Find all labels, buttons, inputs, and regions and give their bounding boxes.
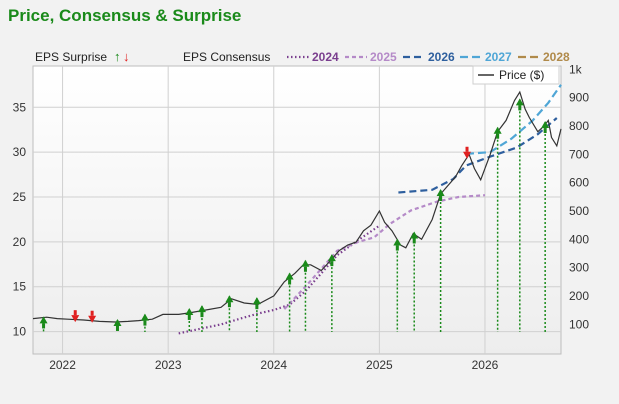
surprise-up-arrow-icon [327, 254, 336, 332]
x-tick-label: 2025 [366, 358, 393, 372]
x-tick-label: 2026 [472, 358, 499, 372]
surprise-up-arrow-icon [515, 98, 524, 332]
surprise-up-arrow-icon [39, 316, 48, 332]
legend-item-2028: 2028 [518, 50, 570, 64]
surprise-down-arrow-icon [71, 310, 80, 323]
surprise-up-arrow-icon [436, 189, 445, 332]
x-tick-label: 2024 [260, 358, 287, 372]
right-tick-label: 500 [569, 204, 589, 218]
surprise-down-arrow-icon [88, 310, 97, 323]
price-legend-box [472, 65, 560, 85]
surprise-up-arrow-icon [197, 305, 206, 332]
price-line-path [32, 90, 562, 323]
surprise-markers [39, 98, 550, 332]
plot-area [32, 65, 562, 355]
legend-series-label: 2026 [428, 50, 455, 64]
surprise-up-arrow-icon [185, 307, 194, 332]
consensus-lines [178, 84, 562, 335]
legend-down-arrow-icon: ↓ [123, 49, 130, 64]
surprise-up-arrow-icon [225, 295, 234, 332]
surprise-up-arrow-icon [113, 318, 122, 332]
left-tick-label: 15 [13, 280, 27, 294]
left-tick-label: 30 [13, 145, 27, 159]
legend-series-label: 2024 [312, 50, 339, 64]
left-tick-label: 10 [13, 325, 27, 339]
left-tick-label: 35 [13, 100, 27, 114]
legend-up-arrow-icon: ↑ [114, 49, 121, 64]
right-tick-label: 700 [569, 147, 589, 161]
right-tick-label: 200 [569, 289, 589, 303]
right-tick-label: 600 [569, 176, 589, 190]
surprise-up-arrow-icon [493, 126, 502, 332]
right-tick-label: 1k [569, 62, 583, 76]
x-tick-label: 2023 [155, 358, 182, 372]
surprise-up-arrow-icon [285, 272, 294, 332]
surprise-up-arrow-icon [301, 259, 310, 332]
surprise-up-arrow-icon [541, 121, 550, 332]
legend-series-label: 2027 [485, 50, 512, 64]
surprise-up-arrow-icon [252, 297, 261, 332]
consensus-line-2026 [398, 117, 558, 194]
x-tick-label: 2022 [49, 358, 76, 372]
legend-item-2025: 2025 [345, 50, 397, 64]
legend-item-2027: 2027 [460, 50, 512, 64]
surprise-up-arrow-icon [393, 238, 402, 332]
legend-item-2024: 2024 [287, 50, 339, 64]
legend-consensus-label: EPS Consensus [183, 50, 270, 64]
consensus-line-2025 [283, 194, 486, 310]
legend-item-2026: 2026 [403, 50, 455, 64]
consensus-line-2027 [465, 84, 562, 155]
right-tick-label: 900 [569, 91, 589, 105]
right-tick-label: 300 [569, 261, 589, 275]
legend-surprise-label: EPS Surprise [35, 50, 107, 64]
right-tick-label: 400 [569, 232, 589, 246]
legend: EPS Surprise ↑ ↓ EPS Consensus 2024 2025 2… [35, 49, 570, 85]
price-line [32, 90, 562, 323]
axes: 2022 2023 2024 2025 202610152025303510020030… [13, 62, 590, 372]
left-tick-label: 20 [13, 235, 27, 249]
left-tick-label: 25 [13, 190, 27, 204]
surprise-up-arrow-icon [410, 231, 419, 332]
page-title: Price, Consensus & Surprise [8, 6, 242, 25]
legend-series-label: 2025 [370, 50, 397, 64]
right-tick-label: 800 [569, 119, 589, 133]
surprise-down-arrow-icon [463, 146, 472, 159]
plot-background [32, 65, 562, 355]
legend-series-label: 2028 [543, 50, 570, 64]
surprise-up-arrow-icon [140, 313, 149, 332]
price-legend-label: Price ($) [499, 68, 544, 82]
right-tick-label: 100 [569, 317, 589, 331]
